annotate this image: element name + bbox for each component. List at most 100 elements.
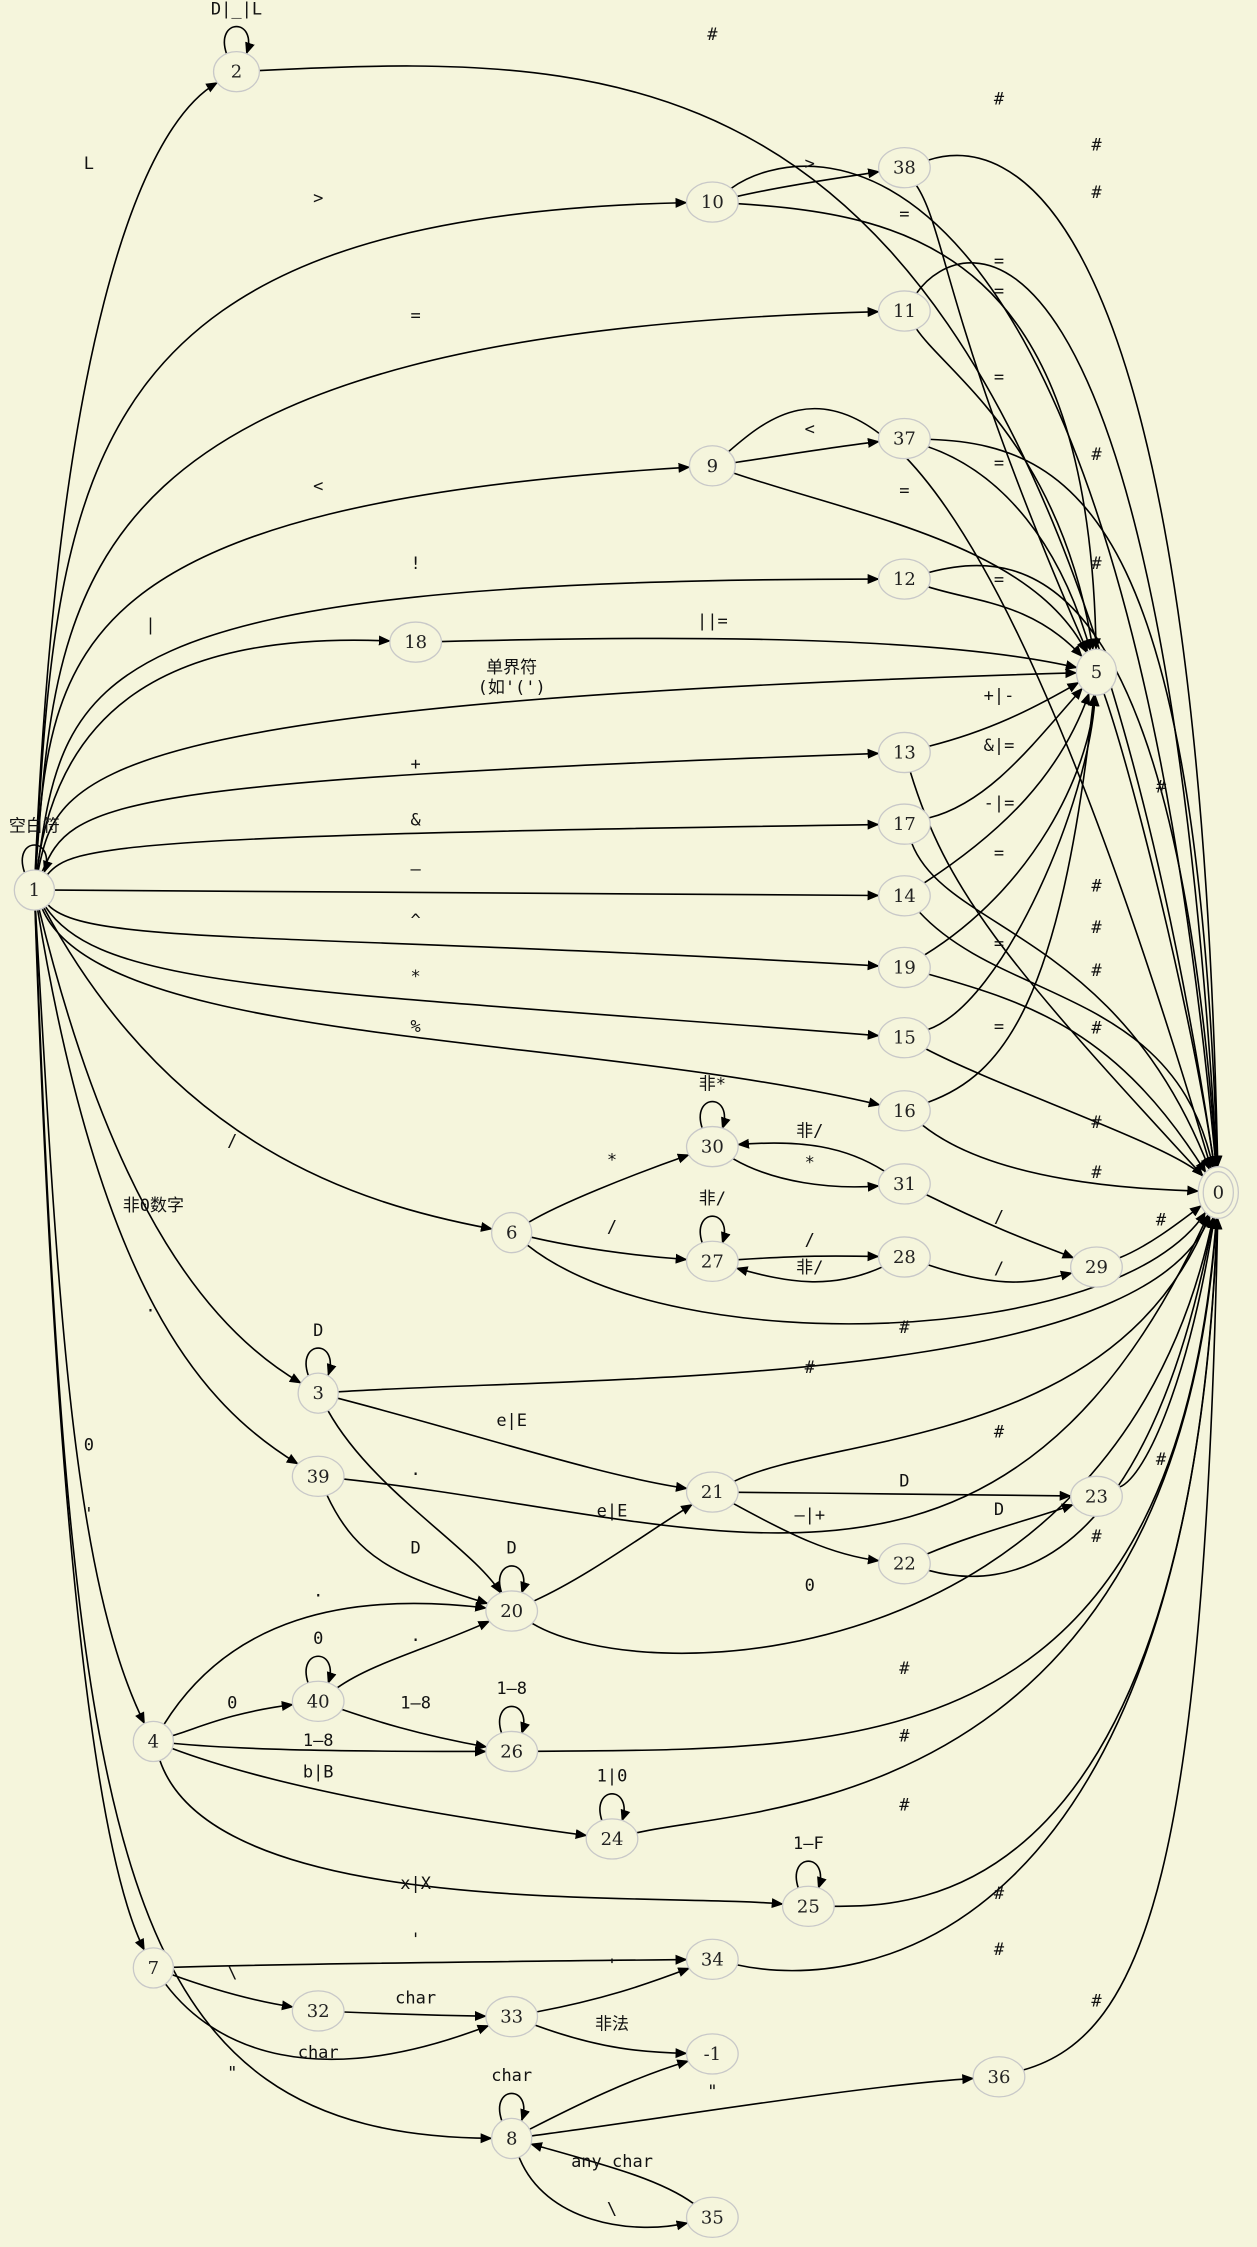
- state-node-label: 1: [29, 880, 40, 901]
- state-node-shape: [685, 181, 739, 223]
- edge-1-to-4: [34, 910, 146, 1725]
- state-node-label: 30: [701, 1137, 724, 1158]
- edge-16-to-0: [921, 1124, 1200, 1196]
- edge-label-20-0: #: [899, 1659, 910, 1679]
- edge-label-1-7: ': [84, 1504, 94, 1524]
- edge-label-10-38: >: [805, 154, 815, 174]
- edge-label-38-5: =: [994, 282, 1004, 302]
- state-node-label: 35: [701, 2207, 724, 2228]
- edge-15-to-0: [925, 1048, 1204, 1177]
- self-loop-3: [305, 1347, 337, 1377]
- edge-39-to-20: [326, 1494, 489, 1606]
- state-node-shape: [877, 946, 931, 989]
- edge-27-to-28: [738, 1251, 880, 1262]
- edge-11-to-5: [915, 328, 1097, 651]
- state-node-shape: [685, 1240, 739, 1283]
- state-node-shape: [13, 869, 56, 911]
- edge-19-to-0: [928, 973, 1207, 1174]
- state-node-label: 11: [893, 301, 916, 322]
- edge-40-to-20: [336, 1620, 491, 1689]
- edge-label-6-0: #: [899, 1318, 910, 1338]
- edge-label-22-0: #: [1091, 1527, 1102, 1547]
- state-node-shape: [1070, 1475, 1123, 1518]
- loop-label-8: char: [491, 2066, 532, 2086]
- edge-label-17-0: #: [1091, 918, 1102, 938]
- edge-label-37-0: #: [1091, 445, 1102, 465]
- edge-label-1-10: >: [313, 189, 323, 209]
- edge-1-to-3: [38, 909, 302, 1384]
- edge-label-38-0: #: [1091, 135, 1102, 155]
- edge-6-to-30: [528, 1153, 690, 1223]
- state-node-label: 36: [988, 2067, 1011, 2088]
- edge-10-to-0: [730, 165, 1220, 1168]
- self-loop-25: [795, 1860, 827, 1890]
- state-node-shape: [877, 803, 931, 845]
- edge-1-to-9: [34, 462, 691, 871]
- edge-label-13-0: #: [1091, 877, 1102, 897]
- state-node-shape: [132, 1720, 175, 1763]
- state-node-shape: [877, 146, 931, 189]
- loop-label-40: 0: [313, 1629, 323, 1649]
- edge-label-1-3: 非0数字: [123, 1196, 184, 1216]
- edge-28-to-27: [735, 1266, 883, 1283]
- state-node-label: -1: [704, 2044, 722, 2065]
- state-node-label: 21: [701, 1482, 724, 1503]
- state-node-40: 40: [291, 1680, 345, 1723]
- edge-35-to-8: [530, 2142, 695, 2205]
- edge-1-to-10: [34, 197, 688, 871]
- edge-label-35-8: any char: [571, 2152, 653, 2172]
- edge-label-1-16: %: [411, 1017, 421, 1037]
- edge-label-11-5: =: [994, 368, 1004, 388]
- edge-label-16-0: #: [1091, 1163, 1102, 1183]
- state-node-2: 2: [212, 50, 261, 93]
- state-node-label: 5: [1091, 662, 1102, 683]
- edge-6-to-27: [531, 1236, 688, 1264]
- state-node-shape: [685, 2196, 739, 2239]
- edge-5-to-0: [1103, 693, 1218, 1169]
- state-node-6: 6: [490, 1211, 533, 1254]
- state-node-8: 8: [490, 2117, 533, 2160]
- state-node-21: 21: [685, 1471, 739, 1513]
- state-node-label: 16: [893, 1101, 916, 1122]
- edge-1-to-6: [43, 907, 493, 1232]
- edge-3-to-0: [338, 1214, 1211, 1393]
- edge-22-to-0: [928, 1216, 1217, 1578]
- edge-10-to-5: [738, 202, 1101, 651]
- edge-label-40-26: 1–8: [400, 1693, 431, 1713]
- state-node-label: 17: [893, 814, 916, 835]
- loop-label-27: 非/: [699, 1189, 726, 1209]
- state-node-label: 40: [307, 1691, 330, 1712]
- edge-3-to-21: [337, 1397, 688, 1492]
- edge-10-to-38: [736, 168, 881, 198]
- state-node-label: 2: [231, 62, 242, 83]
- state-node-shape: [490, 1211, 533, 1254]
- loop-label-25: 1–F: [793, 1834, 824, 1854]
- edge-label-1-5-line1: 单界符: [486, 658, 537, 678]
- edge-1-to-16: [41, 908, 881, 1108]
- state-node-shape: [1075, 648, 1118, 696]
- edge-37-to-5: [927, 446, 1093, 652]
- edge-1-to-2: [34, 81, 219, 871]
- edge-label-39-0: 0: [805, 1576, 815, 1596]
- edge-1-to-13: [41, 748, 880, 872]
- edge-label-1-4: 0: [84, 1435, 94, 1455]
- state-node-label: 33: [500, 2007, 523, 2028]
- state-node-shape: [585, 1818, 639, 1860]
- edge-6-to-0: [526, 1211, 1207, 1325]
- state-node-label: 3: [312, 1383, 323, 1404]
- self-loop-20: [498, 1565, 530, 1594]
- state-node-1: 1: [13, 869, 56, 911]
- edge-2-to-0: [259, 65, 1218, 1169]
- edge-17-to-5: [928, 687, 1083, 819]
- state-node-15: 15: [877, 1016, 931, 1059]
- state-node-39: 39: [291, 1455, 345, 1498]
- edges-layer: [21, 26, 1223, 2231]
- state-node-label: 19: [893, 957, 916, 978]
- edge-label-7-32: \: [227, 1963, 237, 1983]
- state-node-shape: [877, 1090, 931, 1132]
- state-node-shape: [291, 1990, 345, 2032]
- edge-19-to-5: [924, 694, 1100, 956]
- edge-label-3-20: .: [411, 1460, 421, 1480]
